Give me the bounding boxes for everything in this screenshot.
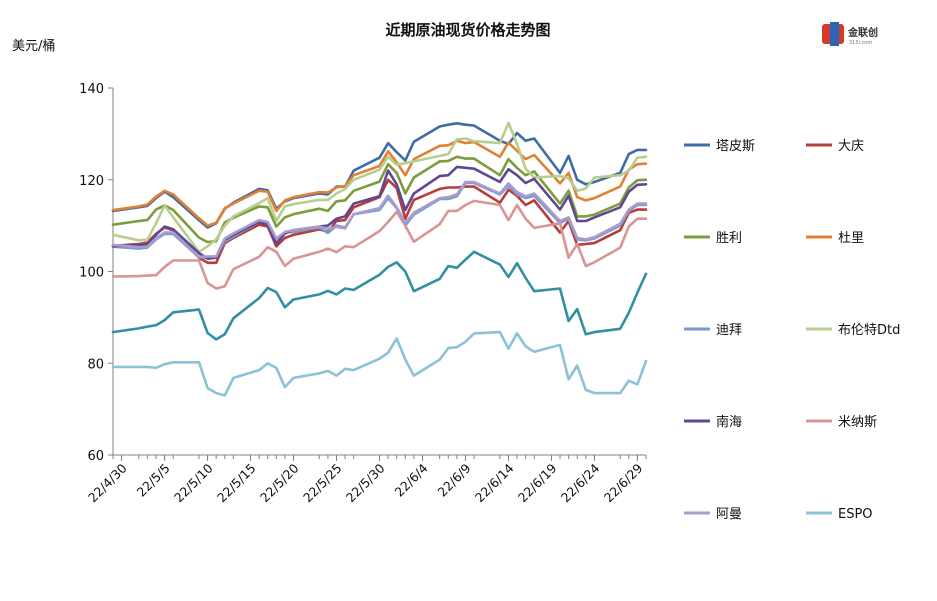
legend-label: 布伦特Dtd (838, 323, 900, 338)
logo: 金联创 315i.com (822, 22, 878, 46)
plot-area (111, 121, 648, 397)
series-line-11 (111, 250, 648, 341)
y-tick-label: 80 (87, 357, 104, 372)
legend-item: 大庆 (806, 139, 864, 154)
legend-label: 南海 (716, 414, 742, 430)
legend-item: 布伦特Dtd (806, 323, 900, 338)
series-line-9 (111, 180, 648, 259)
legend-item: 南海 (684, 414, 742, 430)
x-tick-label: 22/6/4 (392, 460, 431, 499)
x-tick-label: 22/6/29 (601, 460, 646, 505)
x-tick-label: 22/6/19 (515, 460, 560, 505)
legend-item: ESPO (806, 507, 873, 522)
series-line-6 (111, 121, 648, 254)
x-tick-label: 22/5/10 (171, 460, 216, 505)
legend-item: 米纳斯 (806, 415, 877, 430)
logo-icon-accent (830, 22, 839, 46)
x-tick-label: 22/5/15 (214, 461, 259, 506)
y-tick-label: 100 (79, 266, 104, 281)
series-line-4 (111, 139, 648, 227)
x-tick-label: 22/5/5 (134, 461, 173, 500)
x-tick-label: 22/4/30 (85, 460, 130, 505)
series-line-1 (111, 122, 648, 229)
series-line-2 (111, 178, 648, 265)
y-tick-label: 60 (87, 449, 104, 464)
x-tick-label: 22/5/20 (257, 460, 302, 505)
legend-label: 胜利 (716, 231, 742, 246)
series-line-10 (111, 330, 648, 397)
legend-label: 塔皮斯 (716, 139, 755, 154)
legend-item: 阿曼 (684, 507, 742, 522)
logo-subtext: 315i.com (849, 40, 872, 46)
legend-label: 迪拜 (716, 323, 742, 338)
legend-item: 杜里 (806, 231, 864, 246)
legend-label: 米纳斯 (838, 415, 877, 430)
legend-item: 迪拜 (684, 323, 742, 338)
series-line-3 (111, 155, 648, 244)
y-tick-label: 140 (79, 82, 104, 97)
x-tick-label: 22/6/24 (558, 460, 603, 505)
x-tick-label: 22/5/30 (343, 460, 388, 505)
legend-label: 杜里 (838, 231, 864, 246)
x-tick-label: 22/6/14 (472, 460, 517, 505)
legend-item: 塔皮斯 (684, 139, 755, 154)
chart-title: 近期原油现货价格走势图 (385, 21, 550, 39)
y-axis-unit-label: 美元/桶 (12, 39, 55, 54)
series-line-8 (111, 199, 648, 290)
legend-item: 胜利 (684, 231, 742, 246)
legend-label: 大庆 (838, 139, 864, 154)
legend-label: ESPO (838, 507, 873, 522)
x-tick-label: 22/5/25 (300, 461, 345, 506)
logo-text: 金联创 (847, 26, 878, 39)
series-line-7 (111, 165, 648, 261)
y-tick-label: 120 (79, 174, 104, 189)
legend-label: 阿曼 (716, 507, 742, 522)
x-tick-label: 22/6/9 (435, 460, 474, 499)
